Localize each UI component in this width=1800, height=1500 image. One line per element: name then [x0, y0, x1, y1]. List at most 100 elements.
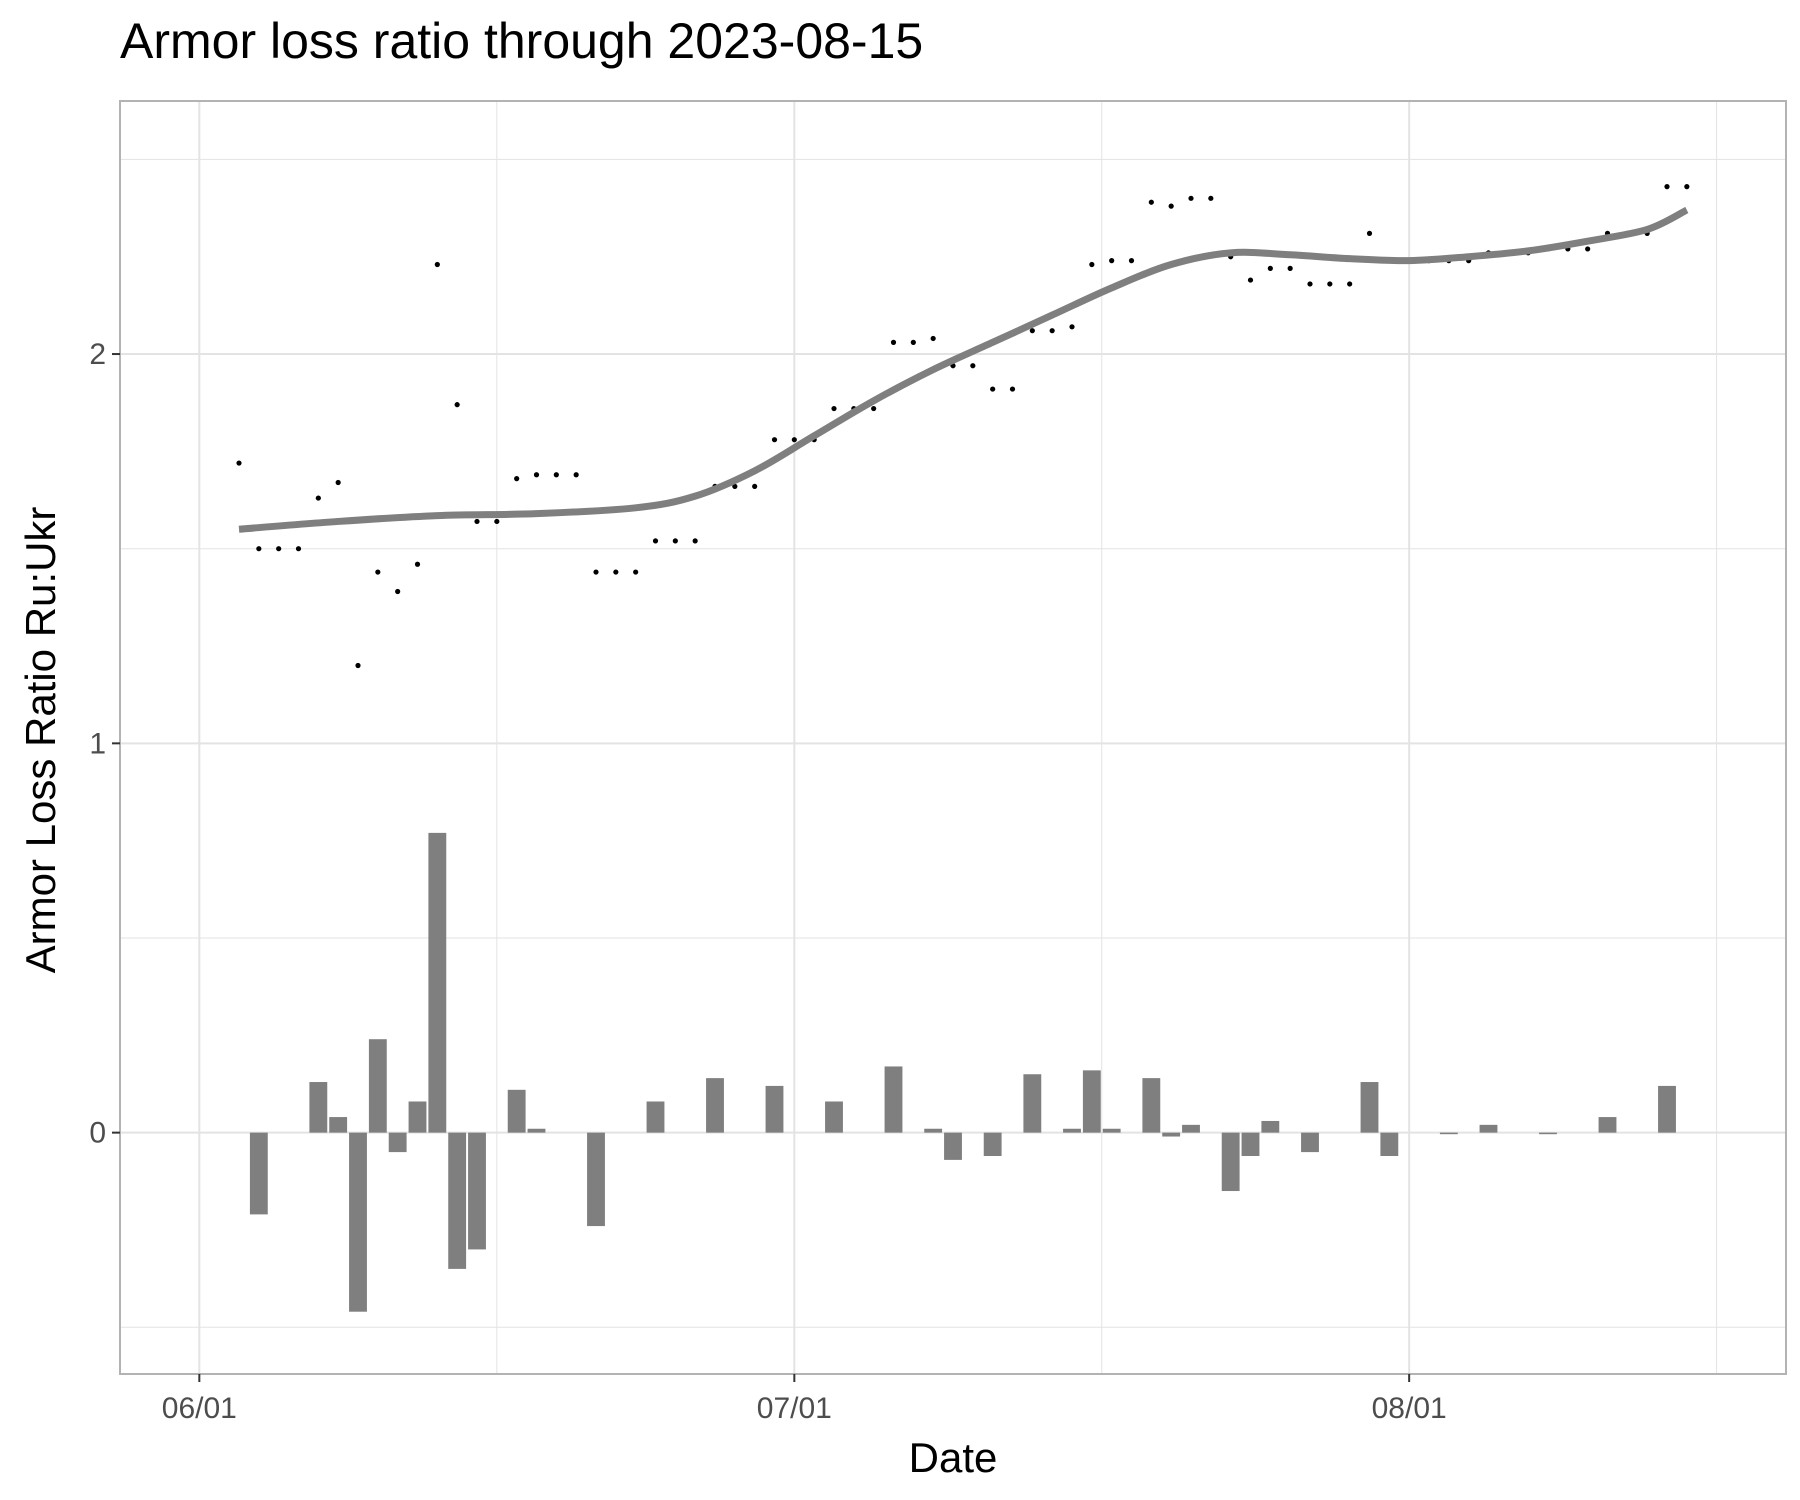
data-point — [533, 472, 540, 478]
y-tick-label: 1 — [89, 727, 106, 760]
bar — [1360, 1082, 1379, 1133]
bar — [428, 832, 447, 1133]
data-point — [1247, 277, 1254, 283]
bar — [944, 1132, 962, 1160]
data-point — [514, 476, 520, 482]
data-point — [414, 561, 421, 567]
x-tick-label: 08/01 — [1372, 1392, 1447, 1425]
smooth-series — [238, 206, 1689, 533]
bar — [1221, 1132, 1240, 1192]
data-point — [890, 339, 897, 345]
bar — [1142, 1078, 1161, 1133]
bar — [1539, 1132, 1557, 1135]
panel-border — [119, 100, 1787, 1375]
data-point — [910, 339, 916, 345]
data-point — [494, 518, 500, 525]
bar — [765, 1085, 784, 1133]
data-point — [395, 588, 401, 595]
bar — [329, 1117, 348, 1133]
data-point — [1684, 184, 1690, 190]
panel-background — [120, 101, 1786, 1374]
data-point — [1029, 328, 1035, 334]
bar — [1023, 1074, 1042, 1133]
data-point — [1327, 281, 1333, 287]
data-point — [335, 479, 341, 486]
data-point — [315, 495, 321, 501]
bar-series — [249, 832, 1676, 1312]
data-point — [593, 569, 599, 575]
data-point — [652, 538, 659, 544]
data-point — [256, 546, 262, 552]
panel-border-rect — [119, 100, 1787, 1375]
data-point — [1287, 265, 1293, 271]
chart-title: Armor loss ratio through 2023-08-15 — [120, 13, 924, 69]
x-tick-label: 07/01 — [757, 1392, 832, 1425]
data-point — [1009, 386, 1016, 392]
data-point — [454, 402, 460, 408]
bar — [924, 1128, 943, 1133]
data-point — [771, 437, 778, 443]
data-point — [692, 538, 698, 544]
data-point — [434, 261, 440, 268]
bar — [1082, 1070, 1101, 1133]
smooth-trend-line — [238, 206, 1689, 533]
bar — [1162, 1132, 1181, 1137]
data-point — [871, 405, 877, 412]
data-point — [1188, 195, 1194, 201]
bar — [1241, 1132, 1260, 1156]
data-point — [1307, 281, 1313, 287]
bar — [646, 1101, 665, 1133]
data-point — [1049, 328, 1055, 334]
data-point — [1168, 203, 1174, 209]
bar — [249, 1132, 268, 1215]
bar — [468, 1132, 486, 1250]
data-point — [355, 662, 361, 669]
bar — [368, 1039, 387, 1133]
bar — [349, 1132, 367, 1312]
data-point — [1585, 246, 1591, 252]
bar — [408, 1101, 427, 1133]
bar — [388, 1132, 407, 1153]
bar — [884, 1066, 903, 1133]
data-point — [1267, 265, 1273, 271]
x-axis-ticks: 06/01 07/01 08/01 — [162, 1374, 1447, 1425]
bar — [1598, 1117, 1617, 1133]
bar — [1380, 1132, 1399, 1156]
data-point — [990, 386, 996, 392]
grid-minor — [120, 101, 1786, 1374]
data-point — [613, 569, 619, 575]
data-point — [1148, 199, 1154, 205]
bar — [1182, 1124, 1200, 1133]
y-axis-ticks: 0 1 2 — [89, 338, 120, 1150]
bar — [1479, 1124, 1498, 1133]
bar — [448, 1132, 467, 1269]
bar — [587, 1132, 605, 1227]
data-point — [732, 483, 738, 490]
bar — [309, 1082, 328, 1133]
data-point — [1208, 195, 1214, 201]
data-point — [236, 460, 242, 466]
bar — [983, 1132, 1002, 1156]
bar — [507, 1089, 526, 1133]
x-tick-label: 06/01 — [162, 1392, 237, 1425]
data-point — [752, 483, 758, 490]
data-point — [791, 437, 797, 443]
bar — [825, 1101, 843, 1133]
bar — [706, 1078, 724, 1133]
data-point — [1109, 258, 1115, 264]
y-axis-title: Armor Loss Ratio Ru:Ukr — [17, 507, 64, 974]
data-point — [1128, 258, 1135, 264]
y-tick-label: 0 — [89, 1117, 106, 1150]
data-point — [1069, 324, 1075, 330]
data-point — [375, 569, 381, 575]
data-point — [295, 546, 302, 552]
data-point — [831, 405, 837, 412]
y-tick-label: 2 — [89, 338, 106, 371]
data-point — [970, 363, 976, 369]
bar — [527, 1128, 546, 1133]
data-point — [474, 518, 480, 525]
data-point — [1347, 281, 1353, 287]
data-point — [1366, 230, 1373, 236]
bar — [1063, 1128, 1081, 1133]
